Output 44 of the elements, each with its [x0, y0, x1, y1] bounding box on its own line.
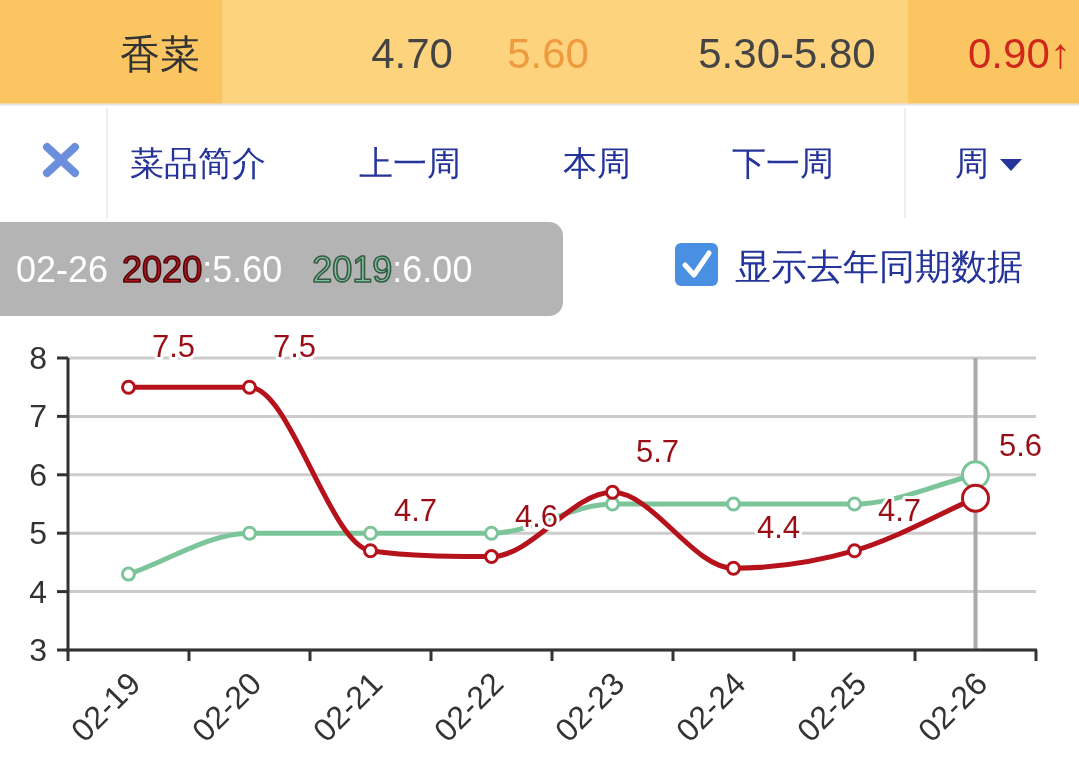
point: [363, 543, 378, 559]
text: 菜品简介: [130, 144, 266, 182]
data-label: 5.6: [998, 428, 1043, 464]
point: [847, 543, 862, 559]
text: 下一周: [732, 144, 834, 182]
point: [726, 560, 741, 576]
point: [484, 525, 499, 541]
y-tick-label: 3: [29, 632, 47, 668]
data-label: 4.4: [756, 510, 801, 546]
data-label: 4.6: [514, 498, 559, 534]
text: 0.90↑: [968, 30, 1071, 77]
y-tick-label: 4: [29, 573, 47, 610]
text: 02-26: [16, 249, 109, 290]
data-label: 7.5: [151, 329, 196, 365]
text: :6.00: [392, 249, 473, 290]
text: :5.60: [202, 249, 283, 290]
point: [242, 379, 257, 395]
point: [605, 496, 620, 512]
text: 4.70: [371, 30, 453, 77]
text: 2020: [122, 249, 203, 290]
point: [847, 496, 862, 512]
data-label: 4.7: [393, 492, 438, 528]
y-tick-label: 6: [29, 456, 47, 493]
point: [121, 566, 136, 582]
text: 本周: [563, 144, 631, 182]
point: [726, 496, 741, 512]
y-tick-label: 7: [29, 398, 47, 435]
point: [121, 379, 136, 395]
point: [242, 525, 257, 541]
text: 5.60: [507, 30, 589, 77]
chart-title: 香菜: [120, 32, 200, 76]
text: 2019: [312, 249, 393, 290]
point: [484, 549, 499, 565]
text: 5.30-5.80: [698, 30, 876, 77]
y-tick-label: 8: [29, 340, 47, 376]
text: 周: [955, 144, 989, 182]
text: 上一周: [359, 144, 461, 182]
text: 显示去年同期数据: [735, 246, 1023, 287]
point: [605, 484, 620, 500]
data-label: 4.7: [877, 492, 922, 528]
point: [363, 525, 378, 541]
data-label: 5.7: [635, 434, 680, 470]
y-tick-label: 5: [29, 515, 47, 552]
data-label: 7.5: [272, 329, 317, 365]
